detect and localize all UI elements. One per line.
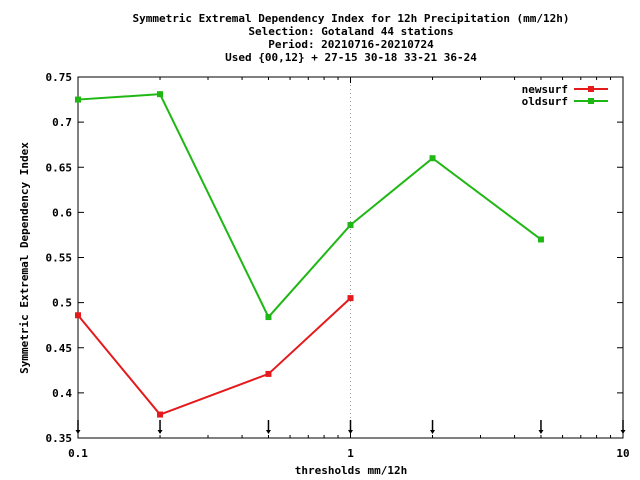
x-tick-label: 0.1 (68, 447, 88, 460)
series (75, 91, 544, 418)
x-axis-label: thresholds mm/12h (295, 464, 408, 477)
y-tick-label: 0.6 (52, 206, 72, 219)
data-point-oldsurf (537, 236, 544, 243)
threshold-marker-head (265, 430, 271, 434)
axes: 0.35 0.4 0.45 0.5 0.55 0.6 0.65 0.7 0.75 0.1 1 10 (46, 71, 630, 460)
title-line-1: Symmetric Extremal Dependency Index for … (132, 12, 569, 25)
legend-marker-oldsurf (588, 98, 594, 104)
legend-label-newsurf: newsurf (522, 83, 568, 96)
y-tick-label: 0.45 (46, 342, 73, 355)
threshold-marker-head (538, 430, 544, 434)
y-tick-label: 0.65 (46, 161, 73, 174)
title-line-4: Used {00,12} + 27-15 30-18 33-21 36-24 (225, 51, 477, 64)
data-point-newsurf (75, 312, 81, 319)
threshold-marker-head (620, 430, 626, 434)
y-tick-label: 0.55 (46, 252, 73, 265)
data-point-oldsurf (347, 222, 354, 229)
x-tick-label: 10 (616, 447, 629, 460)
y-axis-label: Symmetric Extremal Dependency Index (18, 142, 31, 374)
data-point-oldsurf (265, 314, 272, 321)
data-point-oldsurf (429, 155, 436, 162)
y-tick-label: 0.7 (52, 116, 72, 129)
data-point-newsurf (265, 370, 272, 377)
data-point-oldsurf (75, 96, 81, 103)
title-line-3: Period: 20210716-20210724 (268, 38, 434, 51)
legend-marker-newsurf (588, 86, 594, 92)
series-line-oldsurf (77, 93, 542, 319)
legend-label-oldsurf: oldsurf (522, 95, 568, 108)
y-tick-label: 0.35 (46, 432, 73, 445)
y-tick-label: 0.75 (46, 71, 73, 84)
series-line-newsurf (77, 297, 352, 416)
threshold-marker-head (157, 430, 163, 434)
y-tick-label: 0.4 (52, 387, 72, 400)
threshold-marker-head (348, 430, 353, 434)
data-point-newsurf (157, 411, 164, 418)
title-line-2: Selection: Gotaland 44 stations (248, 25, 453, 38)
data-point-oldsurf (157, 91, 164, 98)
x-tick-label: 1 (347, 447, 354, 460)
data-point-newsurf (347, 295, 354, 302)
threshold-marker-head (430, 430, 436, 434)
y-tick-label: 0.5 (52, 297, 72, 310)
chart-title: Symmetric Extremal Dependency Index for … (132, 12, 569, 64)
threshold-marker-head (75, 430, 81, 434)
